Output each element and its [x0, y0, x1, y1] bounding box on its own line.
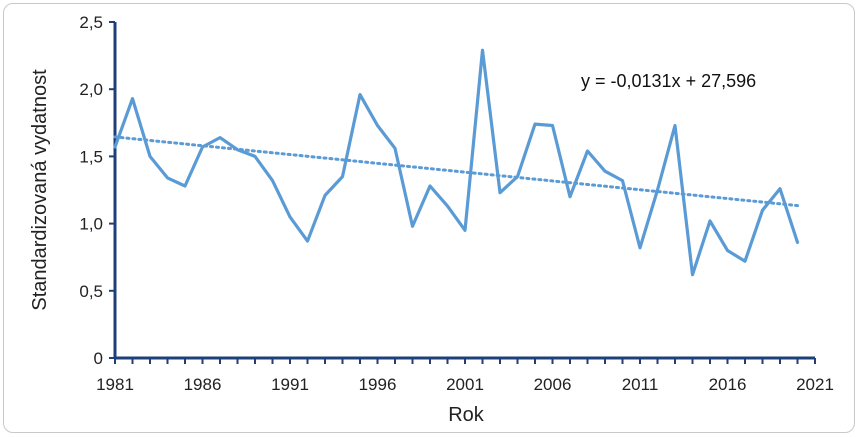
y-tick-label: 2,5	[79, 13, 103, 32]
trendline-equation: y = -0,0131x + 27,596	[581, 71, 756, 91]
trendline	[113, 135, 799, 208]
x-tick-label: 2001	[446, 375, 484, 394]
x-tick-label: 2011	[622, 375, 659, 394]
x-ticks: 1981 1986 1991 1996 2001 2006 2011 2016 2021	[96, 358, 834, 394]
x-tick-label: 2021	[796, 375, 834, 394]
series-line	[113, 48, 800, 277]
y-tick-label: 1,0	[79, 215, 103, 234]
x-axis-title: Rok	[448, 404, 485, 426]
x-tick-label: 1996	[359, 375, 397, 394]
x-tick-label: 2016	[709, 375, 747, 394]
y-tick-label: 0,5	[79, 282, 103, 301]
x-tick-label: 1991	[271, 375, 309, 394]
plot-area	[113, 48, 800, 277]
x-tick-label: 2006	[534, 375, 572, 394]
y-tick-label: 0	[94, 349, 103, 368]
y-axis-title: Standardizovaná vydatnost	[29, 69, 51, 311]
x-tick-label: 1986	[184, 375, 222, 394]
y-ticks: 0 0,5 1,0 1,5 2,0 2,5	[79, 13, 115, 368]
y-tick-label: 2,0	[79, 80, 103, 99]
x-tick-label: 1981	[96, 375, 134, 394]
y-tick-label: 1,5	[79, 147, 103, 166]
